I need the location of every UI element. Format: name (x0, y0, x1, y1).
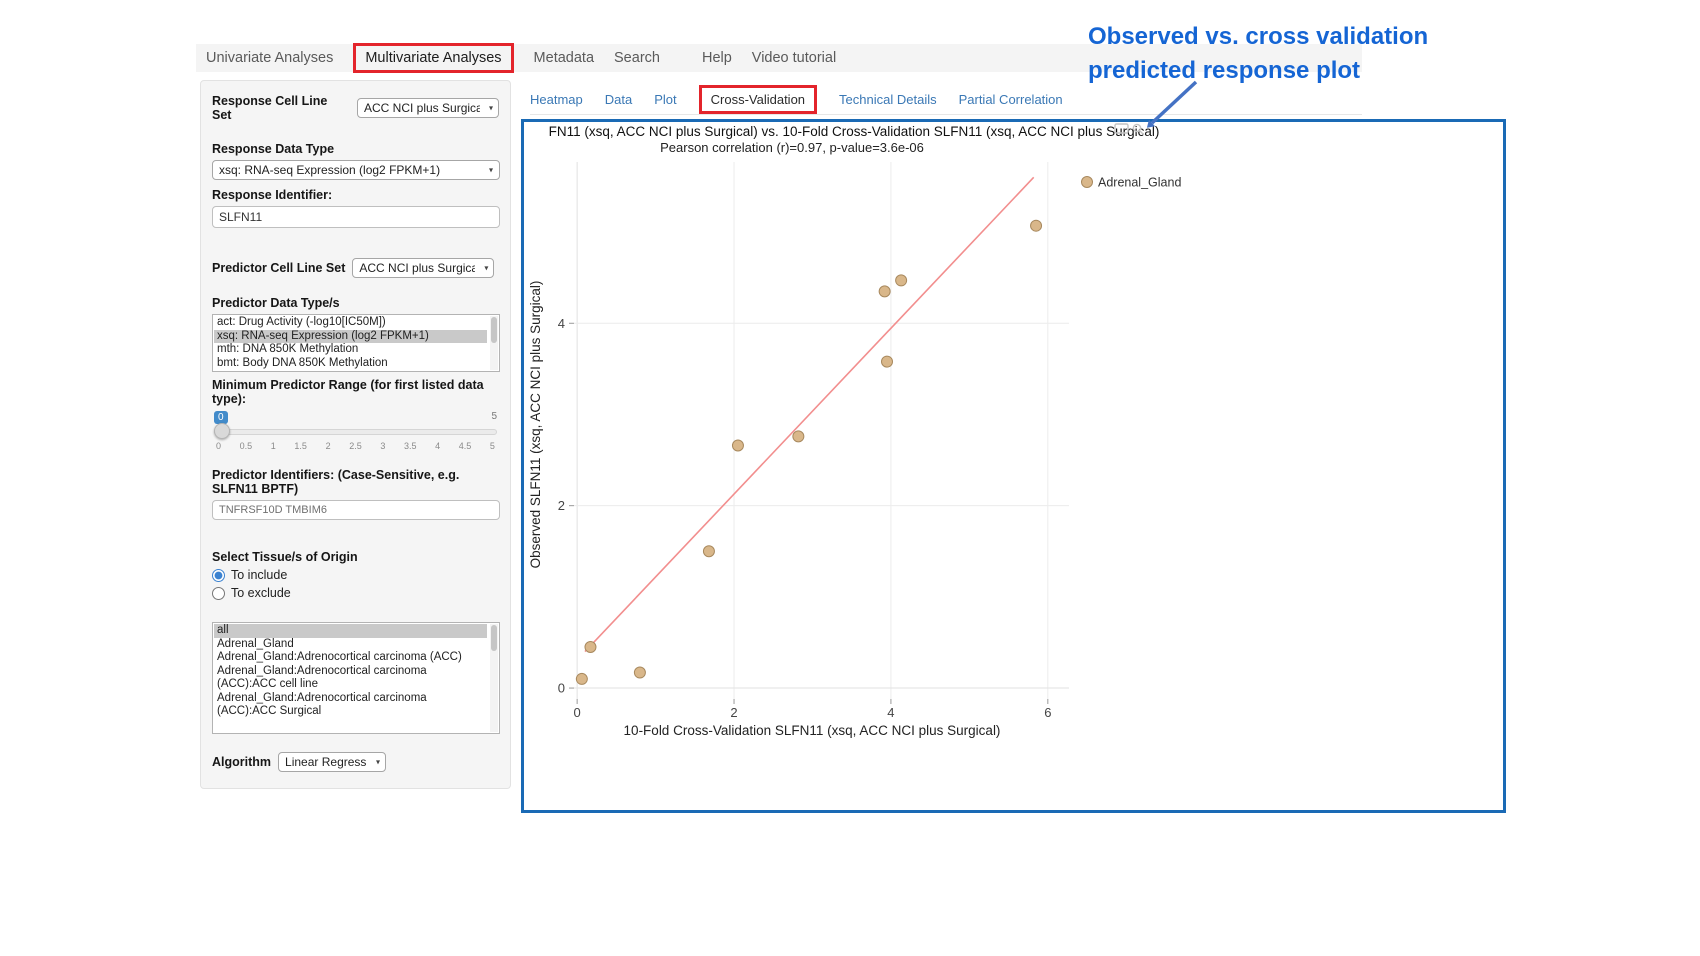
y-axis-label: Observed SLFN11 (xsq, ACC NCI plus Surgi… (528, 281, 543, 569)
scatter-point[interactable] (702, 545, 715, 558)
response-data-type-label: Response Data Type (212, 142, 335, 156)
scrollbar[interactable] (490, 316, 498, 370)
slider-track[interactable] (214, 429, 497, 435)
slider-max-label: 5 (491, 411, 497, 422)
y-tick-label: 4 (558, 316, 565, 331)
algorithm-label: Algorithm (212, 755, 272, 769)
nav-help[interactable]: Help (701, 50, 732, 66)
annotation-line-2: predicted response plot (1088, 57, 1361, 85)
nav-univariate-analyses[interactable]: Univariate Analyses (206, 50, 334, 66)
tab-data[interactable]: Data (604, 91, 633, 107)
to-exclude-option[interactable]: To exclude (212, 586, 499, 600)
list-option[interactable]: Adrenal_Gland:Adrenocortical carcinoma (… (217, 691, 427, 718)
nav-multivariate-analyses[interactable]: Multivariate Analyses (353, 43, 514, 73)
nav-search[interactable]: Search (614, 50, 660, 66)
tab-plot[interactable]: Plot (654, 91, 677, 107)
tissue-origin-label: Select Tissue/s of Origin (212, 550, 358, 564)
list-option[interactable]: act: Drug Activity (-log10[IC50M]) (217, 316, 386, 328)
sidebar-form: Response Cell Line Set ACC NCI plus Surg… (200, 80, 511, 789)
cross-validation-scatter-plot[interactable]: 0 2 4 6 0 2 4 FN11 (xsq, ACC NCI plus Surgical)… (524, 122, 1503, 810)
scatter-point[interactable] (1030, 219, 1043, 232)
to-exclude-label: To exclude (231, 586, 291, 600)
min-predictor-range-label: Minimum Predictor Range (for first liste… (212, 378, 484, 406)
response-cell-line-set-select[interactable]: ACC NCI plus Surgical (357, 98, 499, 118)
predictor-identifiers-label: Predictor Identifiers: (Case-Sensitive, … (212, 468, 460, 496)
scatter-point[interactable] (584, 641, 597, 654)
scrollbar[interactable] (490, 624, 498, 732)
scatter-point[interactable] (878, 285, 891, 298)
scatter-point[interactable] (633, 666, 646, 679)
predictor-cell-line-set-label: Predictor Cell Line Set (212, 261, 346, 275)
regression-line (584, 176, 1035, 653)
algorithm-select[interactable]: Linear Regression (278, 752, 387, 772)
to-include-option[interactable]: To include (212, 568, 499, 582)
chart-subtitle: Pearson correlation (r)=0.97, p-value=3.… (660, 140, 924, 155)
list-option[interactable]: Adrenal_Gland:Adrenocortical carcinoma (… (217, 651, 462, 663)
response-data-type-select[interactable]: xsq: RNA-seq Expression (log2 FPKM+1) (212, 160, 500, 180)
scrollbar-thumb[interactable] (491, 317, 497, 343)
modebar-zoom-icon[interactable] (1132, 123, 1142, 133)
tab-technical-details[interactable]: Technical Details (839, 91, 937, 107)
tab-cross-validation[interactable]: Cross-Validation (698, 84, 818, 114)
scatter-point[interactable] (731, 439, 744, 452)
predictor-data-type-list[interactable]: act: Drug Activity (-log10[IC50M]) xsq: … (212, 314, 500, 372)
slider-value-badge: 0 (214, 411, 228, 424)
scatter-point[interactable] (881, 355, 894, 368)
min-predictor-range-slider[interactable]: 0 5 0 0.5 1 1.5 2 2.5 3 3.5 4 4.5 5 (214, 411, 497, 460)
modebar-zoom-icon-handle (1139, 130, 1145, 136)
tab-heatmap[interactable]: Heatmap (530, 91, 583, 107)
annotation-arrow (1146, 80, 1198, 128)
response-identifier-input[interactable] (212, 206, 500, 228)
response-identifier-label: Response Identifier: (212, 188, 333, 202)
modebar-camera-icon[interactable] (1114, 123, 1129, 134)
x-axis-label: 10-Fold Cross-Validation SLFN11 (xsq, AC… (624, 723, 1001, 738)
x-tick-label: 0 (574, 705, 581, 720)
x-tick-label: 2 (730, 705, 737, 720)
list-option[interactable]: Adrenal_Gland (217, 637, 294, 650)
predictor-cell-line-set-select[interactable]: ACC NCI plus Surgical (352, 258, 495, 278)
legend-label[interactable]: Adrenal_Gland (1098, 176, 1181, 190)
scrollbar-thumb[interactable] (491, 625, 497, 651)
list-option[interactable]: Adrenal_Gland:Adrenocortical carcinoma (… (217, 664, 427, 691)
top-nav: Univariate Analyses Multivariate Analyse… (196, 43, 1362, 73)
nav-metadata[interactable]: Metadata (533, 50, 595, 66)
list-option[interactable]: mth: DNA 850K Methylation (217, 343, 359, 355)
predictor-identifiers-input[interactable] (212, 500, 500, 520)
predictor-data-types-label: Predictor Data Type/s (212, 296, 340, 310)
annotation-line-1: Observed vs. cross validation (1088, 23, 1429, 50)
x-tick-label: 6 (1044, 705, 1051, 720)
scatter-point[interactable] (895, 274, 908, 287)
scatter-point[interactable] (792, 430, 805, 443)
y-tick-label: 0 (558, 681, 565, 696)
to-include-label: To include (231, 568, 288, 582)
arrowhead-icon (1146, 119, 1156, 128)
scatter-point[interactable] (575, 672, 588, 685)
tissue-list[interactable]: all Adrenal_Gland Adrenal_Gland:Adrenoco… (212, 622, 500, 734)
cross-validation-plot-panel: 0 2 4 6 0 2 4 FN11 (xsq, ACC NCI plus Surgical)… (521, 119, 1506, 813)
analysis-tabs: Heatmap Data Plot Cross-Validation Techn… (530, 84, 1362, 115)
nav-video-tutorial[interactable]: Video tutorial (751, 50, 837, 66)
list-option[interactable]: xsq: RNA-seq Expression (log2 FPKM+1) (214, 329, 487, 343)
annotation-text: Observed vs. cross validation predicted … (1088, 20, 1428, 88)
response-cell-line-set-label: Response Cell Line Set (212, 94, 328, 122)
legend-marker-icon (1081, 176, 1093, 188)
y-tick-label: 2 (558, 498, 565, 513)
slider-handle[interactable] (214, 423, 230, 439)
list-option[interactable]: bmt: Body DNA 850K Methylation (217, 356, 388, 369)
x-tick-label: 4 (887, 705, 894, 720)
to-include-radio[interactable] (212, 568, 225, 582)
to-exclude-radio[interactable] (212, 586, 225, 600)
list-option[interactable]: all (214, 624, 487, 638)
chart-title: FN11 (xsq, ACC NCI plus Surgical) vs. 10… (549, 124, 1160, 139)
tab-partial-correlation[interactable]: Partial Correlation (958, 91, 1063, 107)
slider-tick-labels: 0 0.5 1 1.5 2 2.5 3 3.5 4 4.5 5 (216, 441, 495, 451)
